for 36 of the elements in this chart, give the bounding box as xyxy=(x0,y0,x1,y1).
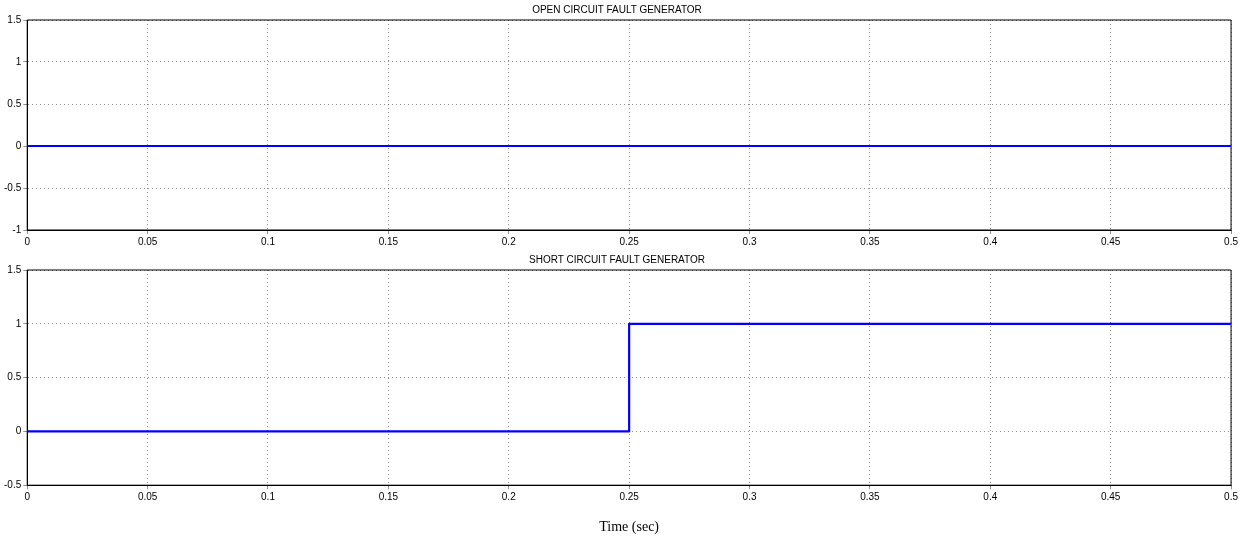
y-tick-label: 1.5 xyxy=(7,13,22,25)
x-tick-label: 0.1 xyxy=(261,235,276,247)
x-axis-title: Time (sec) xyxy=(599,519,660,536)
x-tick-label: 0.3 xyxy=(742,235,757,247)
x-tick-label: 0.1 xyxy=(261,490,276,502)
chart-title: SHORT CIRCUIT FAULT GENERATOR xyxy=(529,253,705,265)
x-tick-label: 0.5 xyxy=(1224,235,1239,247)
x-tick-label: 0.2 xyxy=(501,490,517,502)
x-tick-label: 0.35 xyxy=(860,235,881,247)
x-tick-label: 0.45 xyxy=(1100,490,1121,502)
y-tick-label: 1 xyxy=(15,55,22,67)
x-tick-label: 0.4 xyxy=(983,235,998,247)
y-tick-label: -0.5 xyxy=(4,478,22,490)
x-tick-label: 0.05 xyxy=(137,490,158,502)
x-tick-label: 0.5 xyxy=(1224,490,1239,502)
x-tick-label: 0.2 xyxy=(501,235,517,247)
y-tick-label: -0.5 xyxy=(4,181,22,193)
y-tick-label: 0.5 xyxy=(7,97,22,109)
x-tick-label: 0.4 xyxy=(983,490,998,502)
y-tick-label: 0.5 xyxy=(7,371,22,383)
x-tick-label: 0.3 xyxy=(742,490,757,502)
y-tick-label: -1 xyxy=(12,223,22,235)
y-tick-label: 0 xyxy=(15,425,22,437)
x-tick-label: 0.05 xyxy=(137,235,158,247)
x-tick-label: 0.35 xyxy=(860,490,881,502)
x-tick-label: 0 xyxy=(24,490,31,502)
x-tick-label: 0.25 xyxy=(619,490,640,502)
x-tick-label: 0 xyxy=(24,235,31,247)
y-tick-label: 1 xyxy=(15,317,22,329)
chart-title: OPEN CIRCUIT FAULT GENERATOR xyxy=(532,3,702,15)
x-tick-label: 0.15 xyxy=(378,235,399,247)
x-tick-label: 0.45 xyxy=(1100,235,1121,247)
y-tick-label: 0 xyxy=(15,139,22,151)
y-tick-label: 1.5 xyxy=(7,263,22,275)
x-tick-label: 0.25 xyxy=(619,235,640,247)
x-tick-label: 0.15 xyxy=(378,490,399,502)
